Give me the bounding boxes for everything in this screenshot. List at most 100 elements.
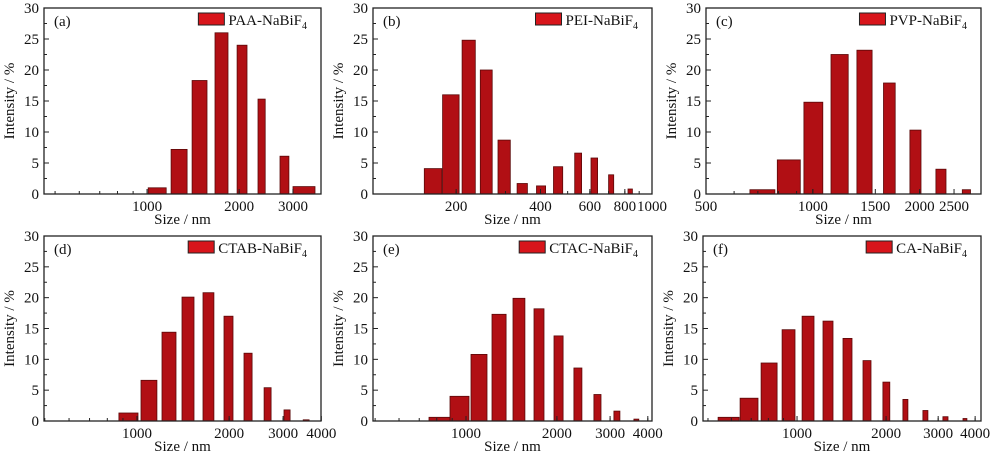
panel-label: (a) [54,14,71,30]
y-tick-label: 20 [24,291,39,307]
legend-subscript: 4 [633,21,638,32]
y-tick-label: 5 [361,383,369,399]
y-tick-label: 25 [353,260,368,276]
x-tick-label: 4000 [633,426,663,442]
panel-label: (d) [54,242,72,258]
y-tick-label: 15 [24,322,39,338]
panel-label: (f) [713,242,728,258]
y-tick-label: 25 [24,260,39,276]
y-axis-title: Intensity / % [2,290,18,367]
legend-subscript: 4 [962,21,967,32]
legend-swatch [535,12,562,26]
plot-frame [372,7,653,195]
panel-e: 0 5 10 15 20 25 30 1000 2000 3000 4000 Size / nm Int… [331,229,663,452]
bar [263,387,272,422]
x-tick-label: 1500 [860,199,890,215]
y-axis-title: Intensity / % [664,63,680,140]
x-axis-title: Size / nm [154,212,211,228]
x-tick-label: 800 [614,199,637,215]
y-tick-label: 10 [24,352,39,368]
bar [470,353,488,422]
bar [516,183,528,195]
legend-swatch [858,12,886,26]
y-tick-label: 25 [353,32,368,48]
y-tick-label: 20 [353,291,368,307]
panel-d: 0 5 10 15 20 25 30 1000 2000 3000 4000 Size / nm Int… [2,229,336,452]
bar [214,32,229,195]
panel-label: (e) [383,242,400,258]
bar [512,297,526,422]
legend-label: CTAC-NaBiF4 [549,241,638,260]
bar [883,82,896,195]
bar [803,101,824,195]
y-tick-label: 25 [683,260,698,276]
legend-swatch [187,240,215,254]
bar [922,410,929,422]
y-tick-label: 30 [683,229,698,245]
legend-subscript: 4 [302,21,307,32]
bar [553,335,564,422]
x-tick-label: 200 [445,199,468,215]
x-tick-label: 1000 [798,199,828,215]
bar [856,49,873,195]
legend-label: PAA-NaBiF4 [228,13,307,32]
panel-c: 0 5 10 15 20 25 30 500 1000 1500 2000 2500 Size / nm… [664,1,982,228]
legend-swatch [197,12,225,26]
bar [830,54,849,195]
bar [862,360,872,422]
bar [822,320,834,422]
bar [593,394,602,422]
bar [170,148,188,195]
y-axis-title: Intensity / % [2,63,18,140]
bar [739,397,759,422]
y-tick-label: 30 [24,229,39,245]
x-tick-label: 2000 [214,426,244,442]
x-tick-label: 3000 [268,426,298,442]
y-tick-label: 10 [683,352,698,368]
legend: CTAB-NaBiF4 [187,240,307,260]
bar [627,188,633,195]
bar [140,379,158,422]
bar [497,139,511,195]
y-tick-label: 25 [686,32,701,48]
bar [533,308,545,422]
bar [479,69,493,195]
legend-subscript: 4 [302,249,307,260]
bar [842,337,853,422]
bar [283,409,291,422]
y-tick-label: 30 [353,1,368,17]
bar [147,187,167,195]
bar [118,412,139,422]
x-tick-label: 2500 [939,199,969,215]
panel-label: (b) [383,14,401,30]
legend-subscript: 4 [962,249,967,260]
x-axis-title: Size / nm [814,439,871,452]
x-axis-title: Size / nm [484,439,541,452]
bar [909,129,922,195]
bar [781,329,796,422]
bar [202,292,215,422]
y-tick-label: 30 [24,1,39,17]
x-tick-label: 4000 [306,426,336,442]
y-tick-label: 10 [353,125,368,141]
bar [191,80,208,195]
x-tick-label: 3000 [278,199,308,215]
legend-swatch [518,240,546,254]
bar [442,94,460,195]
y-axis-title: Intensity / % [661,290,677,367]
x-axis-title: Size / nm [815,212,872,228]
y-tick-label: 10 [24,125,39,141]
legend: CA-NaBiF4 [865,240,967,260]
legend-label: PEI-NaBiF4 [566,13,639,32]
panel-b: 0 5 10 15 20 25 30 200 400 600 800 1000 Size / nm Int… [331,1,667,228]
bar [161,331,177,422]
y-axis-title: Intensity / % [331,63,347,140]
y-tick-label: 0 [361,414,369,430]
legend-swatch [865,240,893,254]
y-tick-label: 15 [353,322,368,338]
legend: PAA-NaBiF4 [197,12,307,32]
bar [882,381,891,422]
panel-a: 0 5 10 15 20 25 30 1000 2000 3000 Size / nm Intensi… [2,1,322,228]
panel-label: (c) [716,14,733,30]
bar [590,157,598,195]
